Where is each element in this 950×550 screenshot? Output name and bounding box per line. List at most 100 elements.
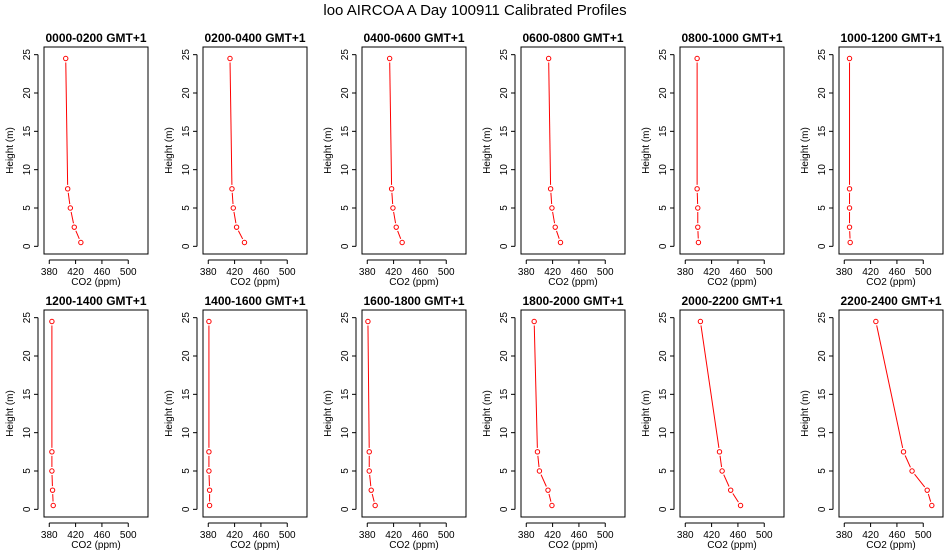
x-tick-label: 500	[597, 530, 614, 541]
plot-frame	[43, 46, 149, 255]
series-line-segment	[229, 62, 233, 185]
series-line-segment	[367, 325, 370, 448]
plot-frame	[679, 309, 785, 518]
y-tick-label: 25	[658, 312, 669, 324]
x-tick-label: 500	[597, 267, 614, 278]
plot-frame	[361, 46, 467, 255]
x-tick-label: 500	[120, 530, 137, 541]
y-tick-label: 5	[22, 205, 33, 211]
data-point	[719, 468, 725, 474]
data-point	[695, 205, 701, 211]
y-tick-label: 0	[658, 243, 669, 249]
x-tick-label: 460	[571, 267, 588, 278]
series-line-segment	[391, 192, 394, 205]
series-line-segment	[389, 62, 393, 185]
y-tick-label: 15	[340, 388, 351, 400]
x-axis-label: CO2 (ppm)	[548, 540, 597, 550]
data-point	[64, 186, 71, 192]
series-line-segment	[75, 230, 80, 240]
y-tick-label: 5	[499, 205, 510, 211]
y-tick-label: 20	[499, 87, 510, 99]
y-tick-label: 5	[340, 205, 351, 211]
series-line-segment	[700, 325, 720, 448]
panel-title: 1800-2000 GMT+1	[522, 294, 623, 308]
y-tick-label: 15	[181, 125, 192, 137]
x-axis-label: CO2 (ppm)	[707, 540, 756, 550]
x-tick-label: 460	[412, 267, 429, 278]
data-point	[372, 502, 378, 509]
data-point	[227, 55, 233, 62]
data-point	[366, 468, 372, 474]
y-tick-label: 10	[22, 427, 33, 439]
x-tick-label: 500	[915, 530, 932, 541]
series-line-segment	[393, 211, 397, 224]
x-tick-label: 500	[438, 530, 455, 541]
x-tick-label: 500	[120, 267, 137, 278]
series-line-segment	[550, 192, 553, 205]
series-line-segment	[876, 325, 904, 449]
panel-title: 1400-1600 GMT+1	[204, 294, 305, 308]
data-point	[366, 449, 372, 455]
x-tick-label: 460	[412, 530, 429, 541]
x-axis-label: CO2 (ppm)	[866, 277, 915, 288]
y-tick-label: 25	[499, 312, 510, 324]
y-tick-label: 20	[181, 87, 192, 99]
series-line-segment	[719, 455, 723, 468]
data-point	[545, 55, 552, 62]
x-tick-label: 500	[756, 267, 773, 278]
y-tick-label: 5	[181, 468, 192, 474]
data-point	[71, 224, 77, 230]
data-point	[846, 205, 853, 211]
x-axis-label: CO2 (ppm)	[389, 277, 438, 288]
x-tick-label: 380	[677, 267, 694, 278]
y-tick-label: 5	[817, 205, 828, 211]
data-point	[241, 239, 248, 246]
series-line-segment	[556, 230, 560, 239]
x-tick-label: 380	[836, 267, 853, 278]
series-line-segment	[927, 493, 932, 502]
panel-title: 0600-0800 GMT+1	[522, 31, 623, 45]
y-tick-label: 5	[181, 205, 192, 211]
series-line-segment	[552, 211, 556, 224]
x-tick-label: 420	[67, 530, 84, 541]
panel-title: 2000-2200 GMT+1	[681, 294, 782, 308]
x-tick-label: 500	[915, 267, 932, 278]
x-axis-label: CO2 (ppm)	[707, 277, 756, 288]
data-point	[388, 186, 395, 192]
series-line-segment	[233, 211, 237, 224]
x-tick-label: 460	[253, 530, 270, 541]
y-axis-label: Height (m)	[164, 127, 175, 174]
y-axis-label: Height (m)	[482, 127, 493, 174]
data-point	[737, 502, 744, 509]
y-tick-label: 10	[499, 427, 510, 439]
x-tick-label: 380	[200, 267, 217, 278]
y-tick-label: 25	[340, 312, 351, 324]
y-tick-label: 10	[817, 427, 828, 439]
y-tick-label: 10	[499, 164, 510, 176]
data-point	[229, 186, 235, 192]
series-line-segment	[548, 62, 552, 185]
y-tick-label: 5	[22, 468, 33, 474]
series-line-segment	[70, 211, 74, 224]
data-point	[49, 468, 55, 474]
data-point	[390, 205, 396, 211]
data-point	[206, 318, 212, 325]
series-line-segment	[369, 474, 372, 487]
data-point	[49, 318, 55, 325]
y-tick-label: 25	[817, 49, 828, 61]
series-line-segment	[914, 473, 926, 488]
x-tick-label: 420	[862, 530, 879, 541]
series-line-segment	[540, 474, 547, 487]
y-tick-label: 10	[22, 164, 33, 176]
y-axis-label: Height (m)	[482, 390, 493, 437]
y-tick-label: 0	[22, 506, 33, 512]
x-tick-label: 380	[200, 530, 217, 541]
x-tick-label: 460	[730, 530, 747, 541]
